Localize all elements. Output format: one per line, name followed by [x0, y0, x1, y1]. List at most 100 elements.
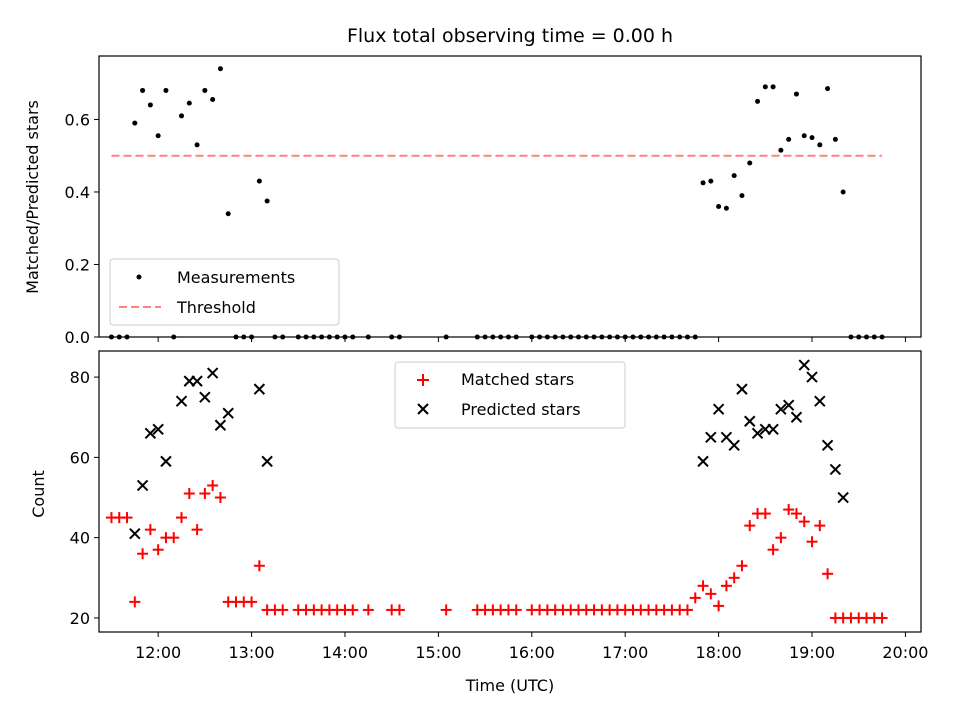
matched-star-point [790, 508, 802, 520]
predicted-star-point [129, 527, 141, 540]
matched-star-point [697, 580, 709, 592]
matched-star-point [440, 604, 452, 616]
bottom-y-ticks: 20 40 60 80 [70, 368, 99, 628]
matched-star-point [689, 592, 701, 604]
matched-star-point [806, 536, 818, 548]
predicted-star-point [160, 455, 172, 468]
measurement-point [723, 205, 729, 211]
matched-star-point [767, 544, 779, 556]
predicted-star-point [798, 359, 810, 371]
predicted-star-point [144, 427, 157, 439]
predicted-star-point [136, 479, 149, 492]
top-y-ticks: 0.0 0.2 0.4 0.6 [65, 110, 99, 347]
x-tick-label: 14:00 [322, 643, 368, 662]
matched-star-point [744, 520, 756, 532]
top-y-tick-label: 0.4 [65, 183, 90, 202]
measurement-point [147, 102, 153, 108]
measurement-point [179, 113, 185, 119]
bottom-y-tick-label: 20 [70, 609, 90, 628]
predicted-star-point [191, 375, 203, 387]
predicted-star-point [175, 395, 188, 407]
measurement-point [155, 133, 161, 139]
x-axis-label: Time (UTC) [465, 676, 554, 695]
legend-marker-matched-stars [417, 374, 429, 386]
measurement-point [210, 97, 216, 103]
matched-star-point [728, 572, 740, 584]
measurement-point [132, 120, 138, 126]
matched-star-point [176, 512, 188, 524]
predicted-star-point [837, 491, 849, 504]
matched-star-point [510, 604, 522, 616]
measurement-point [786, 136, 792, 142]
matched-star-point [798, 516, 810, 528]
matched-star-point [277, 604, 289, 616]
predicted-star-point [736, 383, 748, 395]
matched-star-point [168, 532, 180, 544]
predicted-star-point [697, 455, 709, 468]
measurement-point [217, 66, 223, 72]
bottom-x-ticks: 12:00 13:00 14:00 15:00 16:00 17:00 18:00 19:00… [135, 632, 928, 662]
measurement-point [264, 198, 270, 204]
matched-star-point [121, 512, 133, 524]
x-tick-label: 15:00 [415, 643, 461, 662]
top-y-axis-label: Matched/Predicted stars [23, 100, 42, 294]
predicted-star-point [814, 395, 826, 407]
top-axes-frame [98, 55, 922, 338]
predicted-star-point [806, 371, 818, 383]
matched-star-point [253, 560, 265, 572]
top-y-tick-label: 0.2 [65, 255, 90, 274]
measurement-point [801, 133, 807, 139]
measurement-point [700, 180, 706, 186]
predicted-star-point [261, 455, 273, 468]
bottom-y-tick-label: 60 [70, 448, 90, 467]
bottom-panel: Count Time (UTC) 20 40 60 80 12:00 13:00 14:0… [29, 350, 928, 695]
measurement-point [225, 211, 231, 217]
top-plot-area [108, 66, 885, 340]
measurement-point [832, 136, 838, 142]
bottom-y-tick-label: 40 [70, 529, 90, 548]
matched-star-point [183, 488, 195, 500]
predicted-star-point [782, 399, 795, 411]
matched-star-point [191, 524, 203, 536]
measurement-point [817, 142, 823, 148]
matched-star-point [137, 548, 149, 560]
matched-star-point [681, 604, 693, 616]
matched-star-point [144, 524, 156, 536]
bottom-legend: Matched stars Predicted stars [394, 361, 626, 429]
matched-star-point [347, 604, 359, 616]
measurement-point [755, 98, 761, 104]
bottom-y-axis-label: Count [29, 470, 48, 518]
predicted-star-point [222, 407, 234, 419]
x-tick-label: 19:00 [789, 643, 835, 662]
legend-label-measurements: Measurements [177, 268, 295, 287]
x-tick-label: 20:00 [882, 643, 928, 662]
measurement-point [778, 147, 784, 153]
measurement-point [840, 189, 846, 195]
predicted-star-point [705, 431, 717, 444]
predicted-star-point [214, 419, 227, 431]
measurement-point [731, 173, 737, 179]
predicted-star-point [775, 403, 787, 415]
measurement-point [194, 142, 200, 148]
matched-star-point [822, 568, 834, 580]
x-tick-label: 17:00 [602, 643, 648, 662]
matched-star-point [214, 492, 226, 504]
measurement-point [163, 87, 169, 93]
measurement-point [809, 135, 815, 141]
legend-marker-predicted-stars [417, 403, 429, 415]
predicted-star-point [206, 367, 219, 379]
bottom-axes-frame [98, 350, 922, 633]
predicted-star-point [152, 423, 164, 435]
predicted-star-point [712, 403, 725, 415]
matched-star-point [207, 479, 219, 491]
matched-star-point [720, 580, 732, 592]
matched-star-point [814, 520, 826, 532]
measurement-point [202, 87, 208, 93]
x-tick-label: 18:00 [696, 643, 742, 662]
matched-star-point [783, 504, 795, 516]
top-y-tick-label: 0.0 [65, 328, 90, 347]
measurement-point [825, 86, 831, 92]
measurement-point [186, 100, 192, 106]
